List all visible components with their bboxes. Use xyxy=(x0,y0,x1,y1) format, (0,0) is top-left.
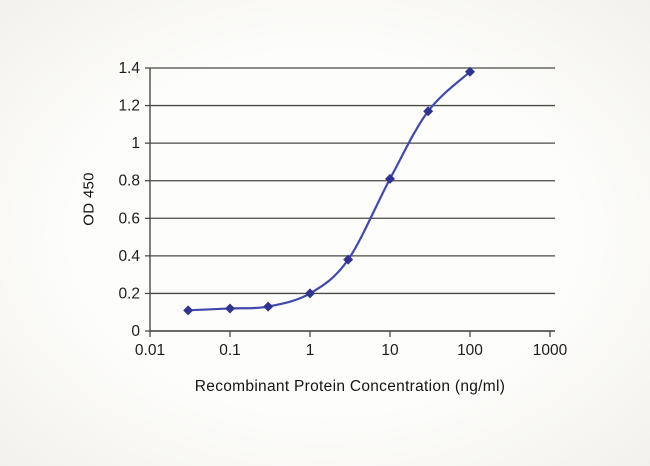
data-point-marker xyxy=(343,254,354,265)
data-point-marker xyxy=(225,303,235,314)
data-point-marker xyxy=(183,305,194,316)
data-point-marker xyxy=(305,288,315,299)
x-tick-label: 1 xyxy=(306,342,315,359)
y-tick-label: 0 xyxy=(131,323,140,340)
y-tick-label: 0.6 xyxy=(118,210,140,227)
y-tick-label: 0.2 xyxy=(118,285,140,302)
x-tick-label: 0.01 xyxy=(135,342,165,359)
x-tick-label: 0.1 xyxy=(219,342,241,359)
y-axis-title: OD 450 xyxy=(80,172,98,226)
y-tick-label: 0.4 xyxy=(118,248,140,265)
y-tick-label: 1 xyxy=(131,135,140,152)
data-point-marker xyxy=(385,173,395,184)
data-point-marker xyxy=(263,301,274,312)
y-tick-label: 1.2 xyxy=(118,98,140,115)
x-axis-title: Recombinant Protein Concentration (ng/ml… xyxy=(194,378,506,395)
x-tick-label: 1000 xyxy=(533,342,568,359)
y-tick-label: 1.4 xyxy=(118,60,140,77)
x-tick-label: 100 xyxy=(457,342,483,359)
y-tick-label: 0.8 xyxy=(118,173,140,190)
data-point-marker xyxy=(465,66,475,77)
data-series-line xyxy=(188,70,471,312)
data-point-marker xyxy=(423,106,434,117)
x-tick-label: 10 xyxy=(381,342,399,359)
